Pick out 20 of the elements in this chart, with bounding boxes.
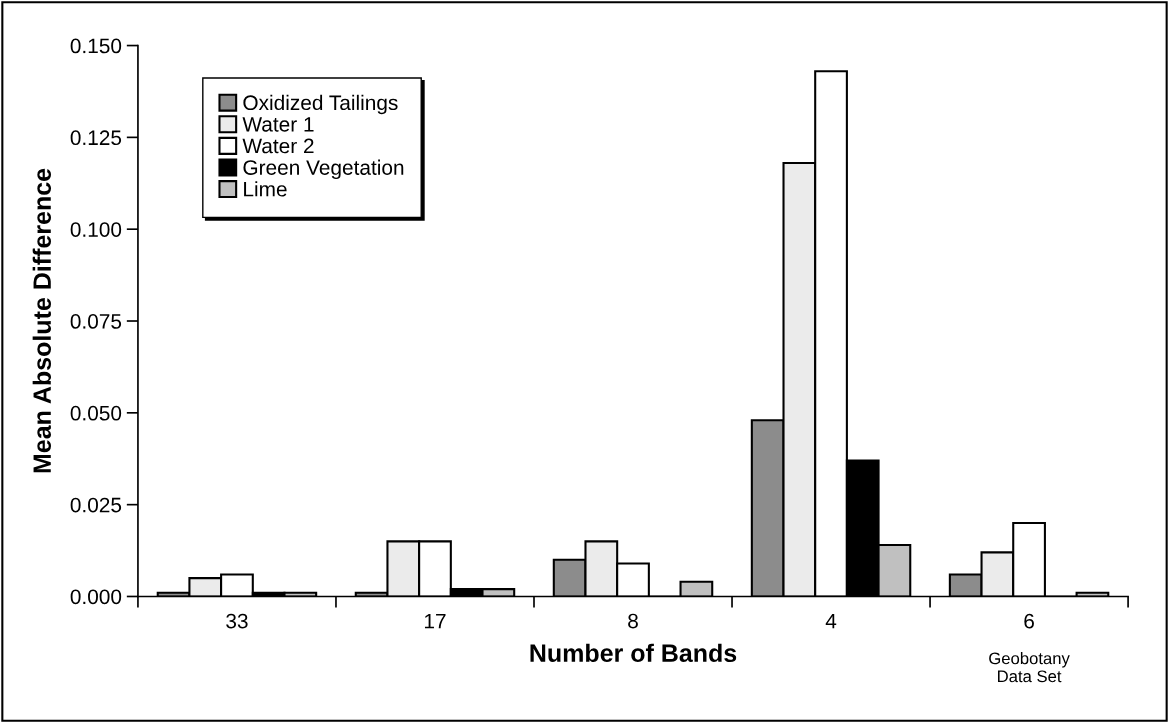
y-tick-label: 0.125 <box>70 130 122 146</box>
y-tick-label: 0.075 <box>70 314 122 329</box>
y-tick-label: 0.100 <box>70 222 122 237</box>
y-axis-title: Mean Absolute Difference <box>32 168 52 473</box>
x-tick-label: 33 <box>226 613 248 629</box>
text: Geobotany Data Set <box>989 652 1070 683</box>
x-tick-label: 6 <box>1024 613 1034 629</box>
legend-label: Oxidized Tailings <box>243 94 398 115</box>
legend-label: Green Vegetation <box>243 159 404 180</box>
x-axis-title: Number of Bands <box>530 643 737 663</box>
legend-label: Lime <box>244 181 287 197</box>
x-tick-label: 8 <box>628 613 638 629</box>
y-tick-label: 0.025 <box>70 497 122 513</box>
y-tick-label: 0.050 <box>70 405 122 421</box>
y-tick-label: 0.150 <box>70 38 122 54</box>
x-tick-label: 4 <box>825 613 837 629</box>
legend-label: Water 1 <box>242 117 314 132</box>
y-tick-label: 0.000 <box>70 589 122 605</box>
x-tick-label: 17 <box>424 613 446 629</box>
legend-label: Water 2 <box>242 138 314 154</box>
